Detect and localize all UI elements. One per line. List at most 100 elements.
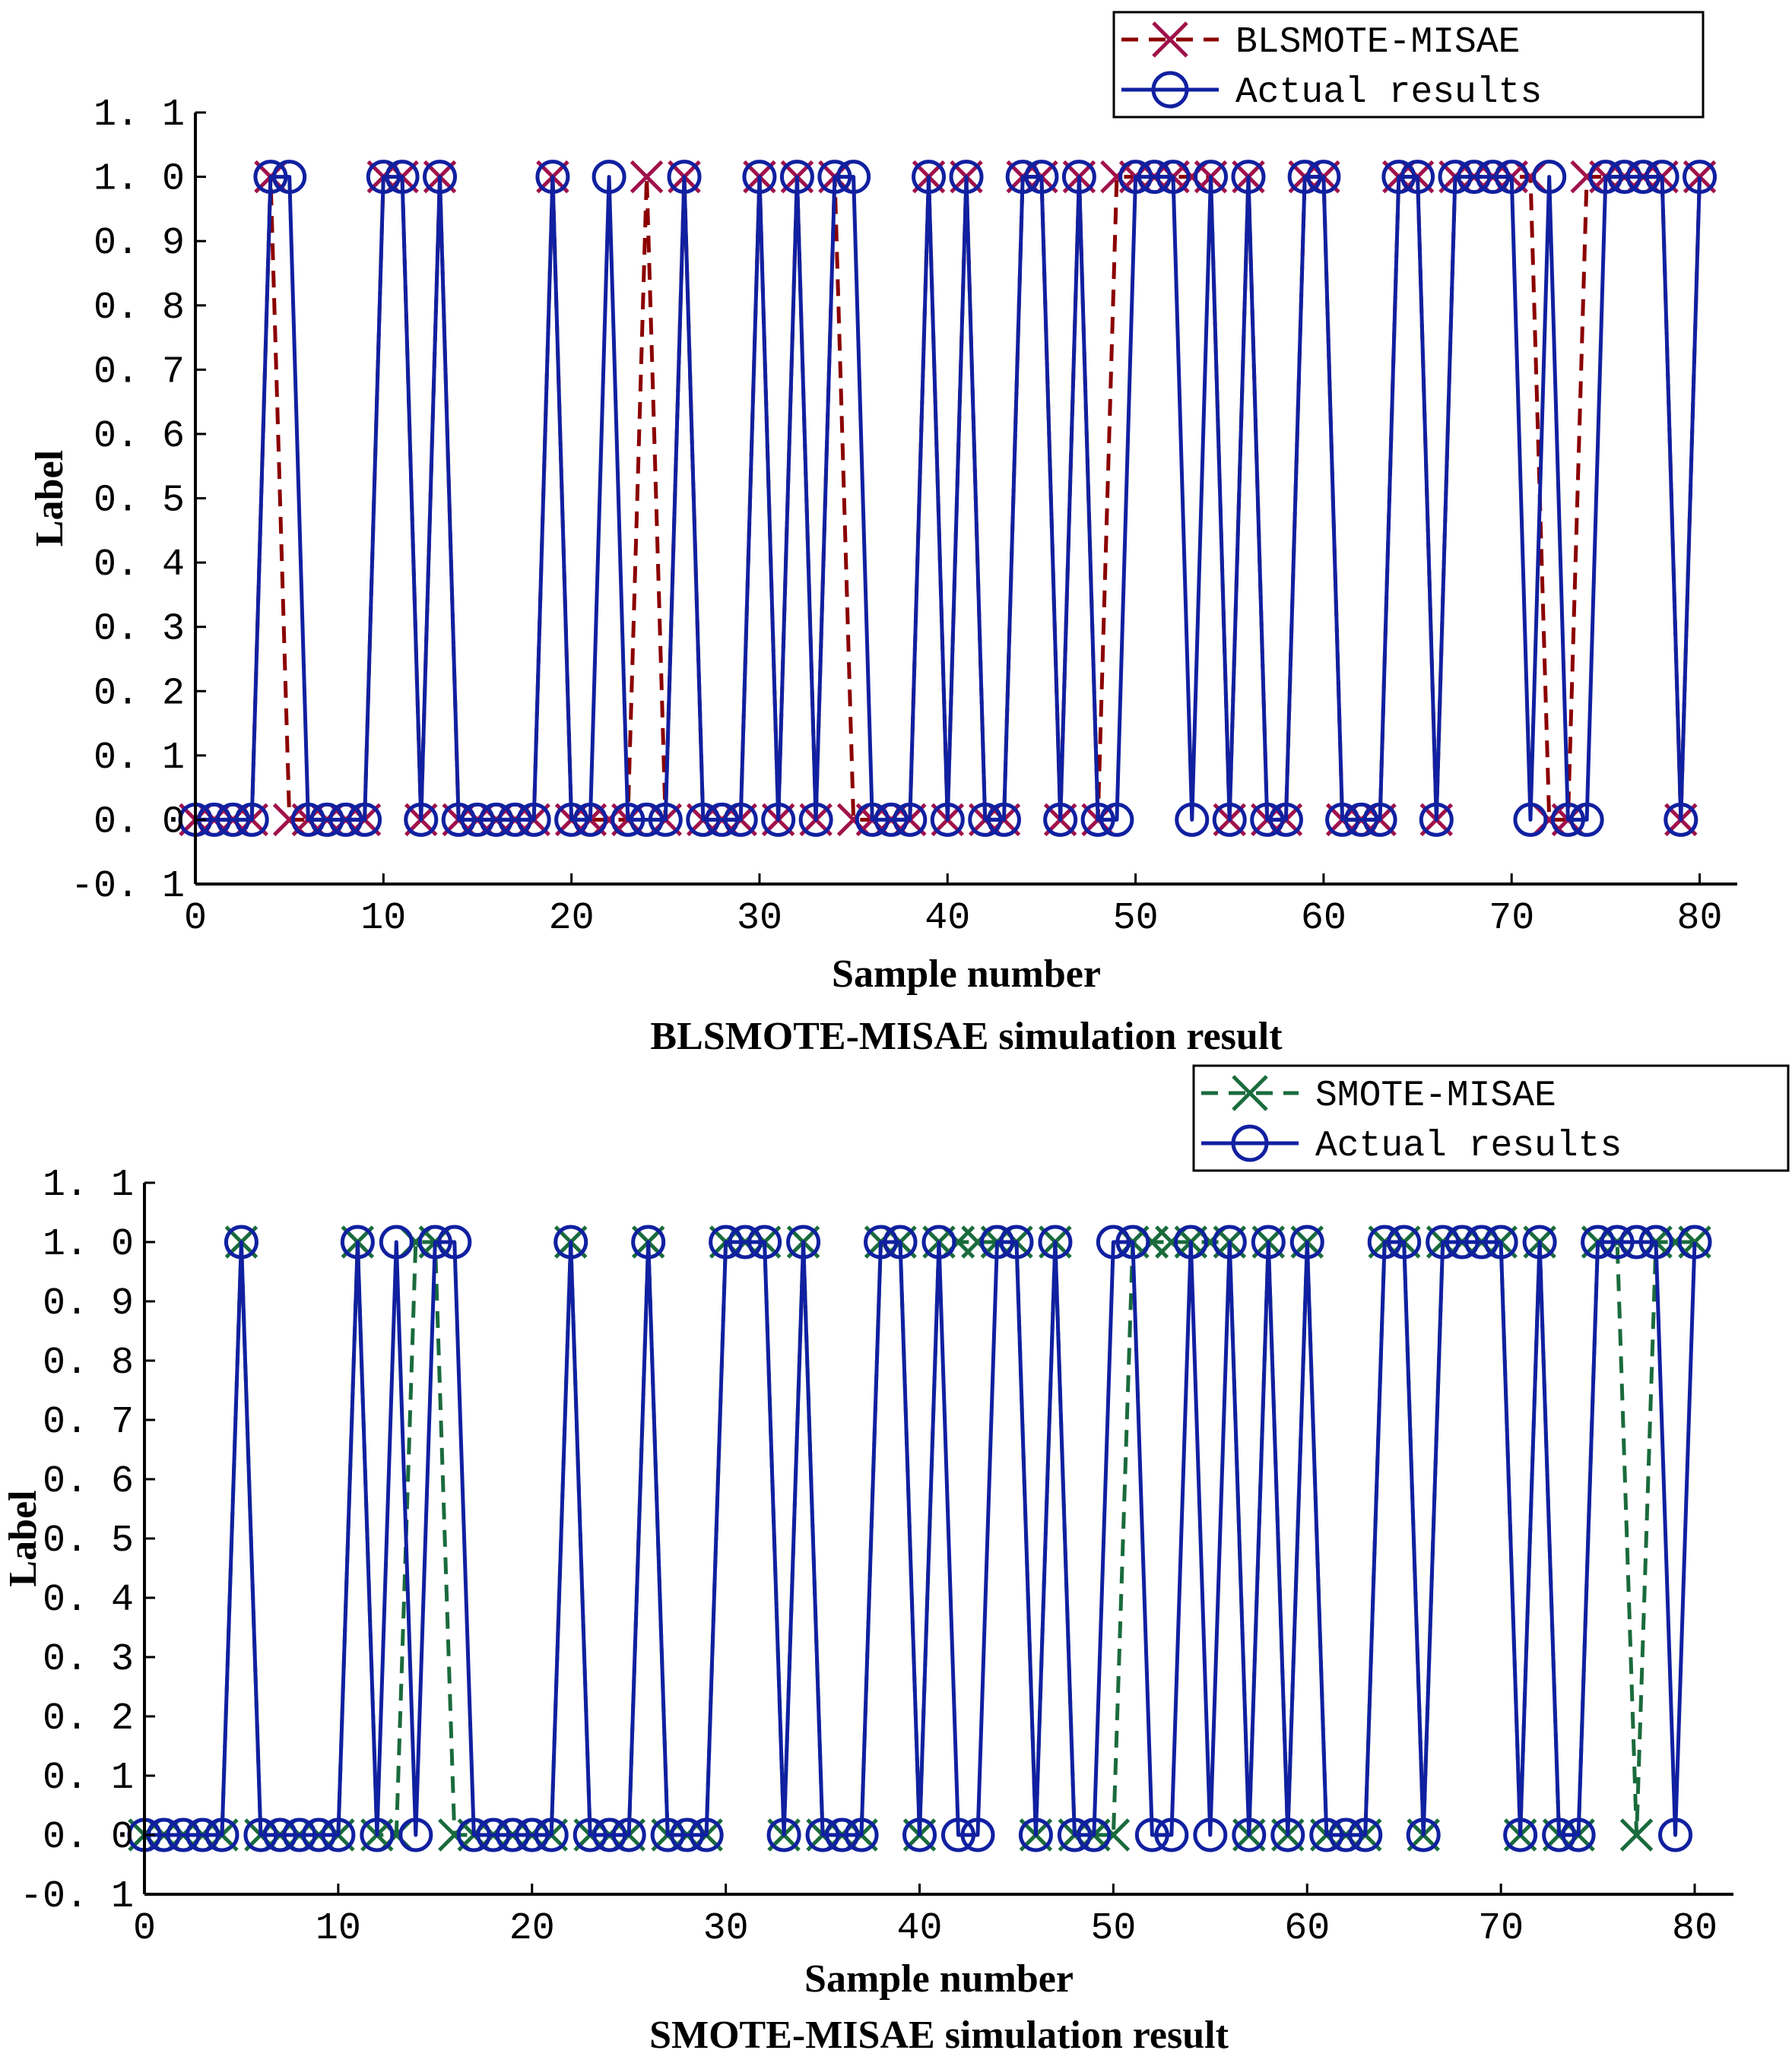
y-tick-label: 0. 9 <box>43 1282 134 1326</box>
y-tick-label: 0. 1 <box>43 1757 134 1800</box>
data-point <box>786 1225 821 1260</box>
data-point <box>1638 1225 1673 1260</box>
data-point <box>940 1817 975 1852</box>
data-point <box>844 1817 879 1852</box>
data-point <box>1231 160 1266 195</box>
x-tick-label: 50 <box>1090 1907 1136 1951</box>
data-point <box>1625 160 1660 195</box>
x-tick-label: 50 <box>1113 897 1159 940</box>
x-tick-label: 10 <box>316 1907 361 1951</box>
x-tick-label: 0 <box>133 1907 156 1951</box>
data-point <box>1483 1225 1518 1260</box>
x-axis-label: Sample number <box>832 952 1101 996</box>
data-point <box>874 802 909 837</box>
data-point <box>1057 1817 1092 1852</box>
y-tick-label: 0. 5 <box>94 480 185 523</box>
data-point <box>1173 1225 1208 1260</box>
x-tick-label: 70 <box>1489 897 1534 940</box>
data-point <box>1250 802 1285 837</box>
legend-box <box>1192 1064 1790 1172</box>
y-tick-label: 0. 3 <box>43 1638 134 1681</box>
data-point <box>1348 1817 1383 1852</box>
data-point <box>553 1225 588 1260</box>
data-point <box>1328 1817 1363 1852</box>
x-tick-label: 30 <box>703 1907 749 1951</box>
data-point <box>1175 802 1210 837</box>
data-point <box>1289 1225 1324 1260</box>
data-point <box>1325 802 1360 837</box>
data-point <box>864 1225 899 1260</box>
data-point <box>347 802 382 837</box>
data-point <box>1099 802 1134 837</box>
data-point <box>1212 802 1247 837</box>
legend-marker <box>1231 1124 1269 1162</box>
data-point <box>495 1817 530 1852</box>
chart-title: SMOTE-MISAE simulation result <box>649 2014 1229 2057</box>
data-point <box>1664 802 1698 837</box>
data-point <box>516 802 551 837</box>
data-point <box>650 1817 685 1852</box>
series-line <box>195 175 1702 822</box>
data-point <box>855 802 890 837</box>
y-tick-label: 1. 1 <box>94 93 185 137</box>
data-point <box>912 160 947 195</box>
data-point <box>1438 160 1473 195</box>
data-point <box>1194 160 1229 195</box>
data-point <box>631 1225 666 1260</box>
legend-box <box>1112 11 1705 119</box>
data-point <box>1522 1225 1557 1260</box>
data-point <box>282 1817 317 1852</box>
data-point <box>1475 160 1510 195</box>
data-point <box>234 802 269 837</box>
x-tick-label: 60 <box>1301 897 1346 940</box>
legend-marker <box>1152 21 1188 58</box>
data-point <box>1677 1225 1712 1260</box>
data-point <box>689 1817 724 1852</box>
data-point <box>1268 802 1303 837</box>
data-point <box>902 1817 937 1852</box>
legend-label: SMOTE-MISAE <box>1315 1076 1556 1117</box>
x-axis-label: Sample number <box>804 1957 1074 2001</box>
legend-marker <box>1151 71 1189 109</box>
data-point <box>166 1817 201 1852</box>
data-point <box>1464 1225 1499 1260</box>
data-point <box>1588 160 1623 195</box>
data-point <box>1550 802 1585 837</box>
series-line <box>195 175 1702 822</box>
y-tick-label: 0. 7 <box>43 1401 134 1444</box>
data-point <box>836 160 871 195</box>
data-point <box>1212 1225 1247 1260</box>
x-tick-label: 70 <box>1478 1907 1524 1951</box>
data-point <box>385 160 420 195</box>
y-tick-label: 1. 0 <box>43 1223 134 1266</box>
data-point <box>1343 802 1378 837</box>
data-point <box>1232 1817 1267 1852</box>
data-point <box>592 160 626 195</box>
data-point <box>1445 1225 1480 1260</box>
data-point <box>1137 160 1172 195</box>
series-line <box>144 1240 1695 1837</box>
y-tick-label: 0. 0 <box>94 800 185 844</box>
y-axis-label: Label <box>28 450 71 547</box>
data-point <box>1658 1817 1693 1852</box>
data-point <box>630 160 664 194</box>
x-tick-label: 30 <box>737 897 782 940</box>
data-point <box>1154 1817 1189 1852</box>
data-point <box>417 1225 452 1260</box>
data-point <box>1387 1225 1422 1260</box>
data-point <box>262 1817 297 1852</box>
data-point <box>1503 1817 1538 1852</box>
data-point <box>1362 802 1397 837</box>
legend-marker <box>1232 1075 1268 1111</box>
data-point <box>1367 1225 1402 1260</box>
y-tick-label: 0. 9 <box>94 222 185 265</box>
data-point <box>572 802 607 837</box>
series-actual-results <box>127 1225 1712 1852</box>
data-point <box>340 1225 375 1260</box>
data-point <box>648 802 683 837</box>
data-point <box>1287 160 1322 195</box>
data-point <box>1251 1225 1286 1260</box>
data-point <box>215 802 250 837</box>
y-tick-label: 0. 4 <box>94 543 185 587</box>
